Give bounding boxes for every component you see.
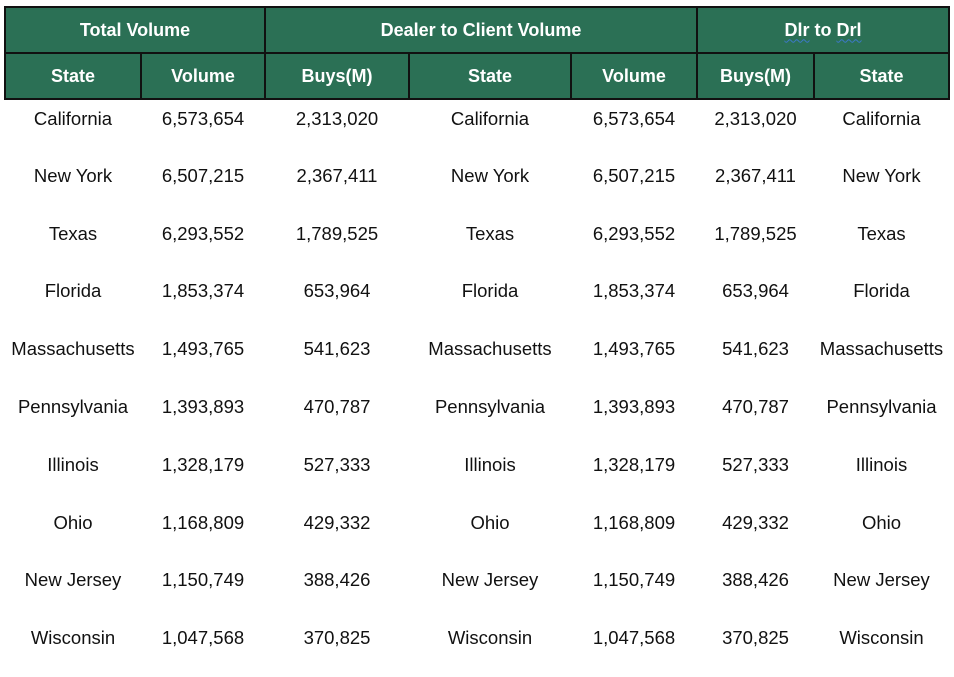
- table-row: Illinois 1,328,179 527,333 Illinois 1,32…: [5, 446, 949, 504]
- cell-buys[interactable]: 527,333: [303, 453, 371, 475]
- cell-state[interactable]: New Jersey: [441, 569, 539, 591]
- cell-buys[interactable]: 470,787: [722, 395, 789, 417]
- table-row: Wisconsin 1,047,568 370,825 Wisconsin 1,…: [5, 619, 949, 677]
- cell-state[interactable]: California: [33, 108, 113, 129]
- cell-volume[interactable]: 1,393,893: [592, 395, 676, 417]
- table-row: Florida 1,853,374 653,964 Florida 1,853,…: [5, 272, 949, 330]
- cell-buys[interactable]: 1,789,525: [714, 222, 797, 244]
- cell-buys[interactable]: 2,313,020: [295, 108, 379, 129]
- cell-buys[interactable]: 2,367,411: [296, 164, 378, 186]
- column-header-state[interactable]: State: [408, 52, 572, 100]
- cell-buys[interactable]: 541,623: [722, 338, 789, 360]
- cell-state[interactable]: Florida: [853, 280, 910, 302]
- cell-state[interactable]: Florida: [461, 280, 519, 302]
- cell-state[interactable]: Pennsylvania: [434, 395, 546, 417]
- cell-state[interactable]: California: [450, 108, 530, 129]
- cell-state[interactable]: New York: [842, 164, 921, 186]
- cell-state[interactable]: Massachusetts: [428, 338, 552, 360]
- table-row: Pennsylvania 1,393,893 470,787 Pennsylva…: [5, 388, 949, 446]
- column-header-volume[interactable]: Volume: [570, 52, 698, 100]
- cell-state[interactable]: New York: [33, 164, 113, 186]
- cell-buys[interactable]: 429,332: [722, 511, 789, 533]
- cell-volume[interactable]: 1,393,893: [161, 395, 245, 417]
- cell-state[interactable]: Massachusetts: [11, 338, 135, 360]
- cell-buys[interactable]: 653,964: [303, 280, 371, 302]
- cell-volume[interactable]: 1,150,749: [161, 569, 245, 591]
- cell-state[interactable]: Pennsylvania: [826, 395, 937, 417]
- cell-state[interactable]: Texas: [857, 222, 906, 244]
- cell-buys[interactable]: 370,825: [303, 627, 371, 649]
- cell-volume[interactable]: 6,507,215: [592, 164, 676, 186]
- cell-volume[interactable]: 1,047,568: [161, 627, 245, 649]
- volume-table: Total Volume Dealer to Client Volume Dlr…: [4, 6, 950, 677]
- group-header-drl-word: Drl: [836, 19, 862, 40]
- column-header-state[interactable]: State: [813, 52, 950, 100]
- cell-state[interactable]: Ohio: [53, 511, 93, 533]
- group-header-dealer-to-client-volume[interactable]: Dealer to Client Volume: [264, 6, 698, 54]
- cell-volume[interactable]: 1,168,809: [592, 511, 676, 533]
- cell-volume[interactable]: 1,328,179: [161, 453, 245, 475]
- group-header-dlr-to-drl[interactable]: Dlr to Drl: [696, 6, 950, 54]
- cell-buys[interactable]: 370,825: [722, 627, 789, 649]
- cell-state[interactable]: Illinois: [47, 453, 99, 475]
- cell-state[interactable]: Texas: [465, 222, 515, 244]
- cell-buys[interactable]: 2,367,411: [715, 164, 796, 186]
- cell-state[interactable]: New Jersey: [24, 569, 122, 591]
- cell-state[interactable]: Wisconsin: [839, 627, 924, 649]
- table-row: New York 6,507,215 2,367,411 New York 6,…: [5, 157, 949, 215]
- cell-buys[interactable]: 388,426: [722, 569, 789, 591]
- cell-state[interactable]: Ohio: [861, 511, 902, 533]
- cell-volume[interactable]: 1,168,809: [161, 511, 245, 533]
- cell-state[interactable]: California: [842, 108, 921, 129]
- cell-buys[interactable]: 527,333: [722, 453, 789, 475]
- column-header-volume[interactable]: Volume: [140, 52, 266, 100]
- group-header-dlr-word: Dlr: [784, 19, 810, 40]
- cell-volume[interactable]: 6,293,552: [592, 222, 676, 244]
- table-row: Ohio 1,168,809 429,332 Ohio 1,168,809 42…: [5, 504, 949, 562]
- cell-state[interactable]: Illinois: [855, 453, 908, 475]
- cell-state[interactable]: New Jersey: [833, 569, 930, 591]
- cell-buys[interactable]: 653,964: [722, 280, 789, 302]
- column-header-buys[interactable]: Buys(M): [696, 52, 815, 100]
- table-row: Texas 6,293,552 1,789,525 Texas 6,293,55…: [5, 215, 949, 273]
- cell-volume[interactable]: 6,293,552: [161, 222, 245, 244]
- cell-state[interactable]: New York: [450, 164, 530, 186]
- cell-volume[interactable]: 1,853,374: [161, 280, 245, 302]
- cell-volume[interactable]: 6,573,654: [161, 108, 245, 129]
- cell-buys[interactable]: 2,313,020: [714, 108, 797, 129]
- cell-buys[interactable]: 1,789,525: [295, 222, 379, 244]
- cell-buys[interactable]: 470,787: [303, 395, 371, 417]
- cell-state[interactable]: Ohio: [470, 511, 510, 533]
- cell-buys[interactable]: 541,623: [303, 338, 371, 360]
- cell-state[interactable]: Wisconsin: [447, 627, 533, 649]
- cell-volume[interactable]: 6,507,215: [161, 164, 245, 186]
- column-header-state[interactable]: State: [4, 52, 142, 100]
- cell-buys[interactable]: 429,332: [303, 511, 371, 533]
- table-row: Massachusetts 1,493,765 541,623 Massachu…: [5, 330, 949, 388]
- group-header-total-volume[interactable]: Total Volume: [4, 6, 266, 54]
- cell-state[interactable]: Illinois: [464, 453, 516, 475]
- cell-volume[interactable]: 1,047,568: [592, 627, 676, 649]
- cell-state[interactable]: Massachusetts: [819, 338, 944, 360]
- cell-state[interactable]: Pennsylvania: [17, 395, 129, 417]
- group-header-to-word: to: [809, 19, 837, 40]
- cell-state[interactable]: Florida: [44, 280, 102, 302]
- cell-volume[interactable]: 1,493,765: [161, 338, 245, 360]
- cell-volume[interactable]: 1,493,765: [592, 338, 676, 360]
- table-row: California 6,573,654 2,313,020 Californi…: [5, 99, 949, 157]
- cell-buys[interactable]: 388,426: [303, 569, 371, 591]
- column-header-buys[interactable]: Buys(M): [264, 52, 410, 100]
- cell-volume[interactable]: 1,328,179: [592, 453, 676, 475]
- cell-state[interactable]: Texas: [48, 222, 98, 244]
- table-row: New Jersey 1,150,749 388,426 New Jersey …: [5, 561, 949, 619]
- cell-volume[interactable]: 6,573,654: [592, 108, 676, 129]
- cell-volume[interactable]: 1,150,749: [592, 569, 676, 591]
- cell-state[interactable]: Wisconsin: [30, 627, 116, 649]
- cell-volume[interactable]: 1,853,374: [592, 280, 676, 302]
